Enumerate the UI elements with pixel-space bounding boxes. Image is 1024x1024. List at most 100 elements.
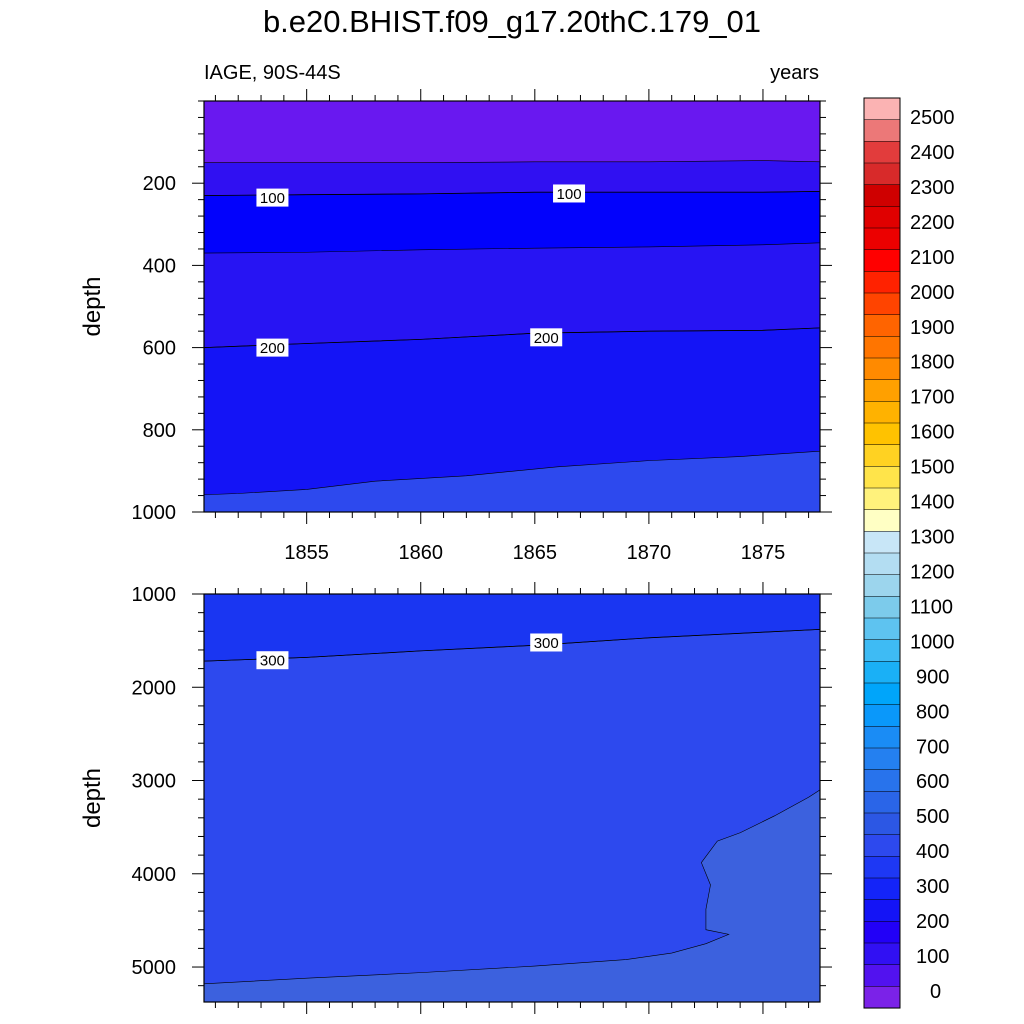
colorbar-label: 2100 <box>910 247 955 269</box>
contour-label: 300 <box>530 633 563 652</box>
panel-upper: 100 100 200 200 200 400 600 800 1000 1855 1860 1865… <box>79 89 832 564</box>
colorbar-swatch <box>863 769 901 792</box>
contour-label: 100 <box>553 184 586 203</box>
colorbar-label: 1900 <box>910 317 955 339</box>
fill-band <box>204 101 820 163</box>
colorbar-label: 2000 <box>910 282 955 304</box>
y-tick-label: 5000 <box>132 957 177 979</box>
y-tick-label: 3000 <box>132 771 177 793</box>
colorbar-swatch <box>863 726 901 749</box>
colorbar-swatch <box>863 574 901 597</box>
colorbar-swatch <box>863 812 901 836</box>
colorbar-swatch <box>863 509 901 532</box>
y-tick-label: 1000 <box>132 584 177 606</box>
colorbar-swatch <box>863 97 901 121</box>
colorbar-swatch <box>863 336 901 359</box>
colorbar-label: 1400 <box>910 492 955 514</box>
colorbar-label: 2300 <box>910 177 955 199</box>
colorbar-swatch <box>863 942 901 966</box>
x-tick-label: 1865 <box>513 542 558 564</box>
colorbar-label: 1200 <box>910 561 955 583</box>
colorbar-swatch <box>863 747 901 771</box>
x-tick-label: 1860 <box>398 542 443 564</box>
colorbar-label: 1500 <box>910 457 955 479</box>
colorbar-swatch <box>863 921 901 944</box>
colorbar-label: 200 <box>916 911 949 933</box>
colorbar-label: 2200 <box>910 212 955 234</box>
colorbar-swatch <box>863 162 901 186</box>
colorbar-swatch <box>863 704 901 727</box>
colorbar-label: 1000 <box>910 631 955 653</box>
variable-region-label: IAGE, 90S-44S <box>204 62 341 84</box>
panel-lower: 300 300 1000 2000 3000 4000 5000 depth <box>79 582 832 1014</box>
svg-text:200: 200 <box>534 330 559 347</box>
svg-text:200: 200 <box>260 340 285 357</box>
colorbar-swatch <box>863 292 901 316</box>
colorbar-swatch <box>863 964 901 987</box>
y-tick-label: 600 <box>143 338 176 360</box>
colorbar-swatch <box>863 184 901 207</box>
colorbar-swatch <box>863 834 901 857</box>
colorbar-swatch <box>863 422 901 446</box>
y-axis-label: depth <box>79 276 106 336</box>
colorbar-swatch <box>863 206 901 229</box>
svg-text:100: 100 <box>260 190 285 207</box>
colorbar-label: 300 <box>916 876 949 898</box>
colorbar-swatch <box>863 877 901 901</box>
colorbar-swatch <box>863 271 901 294</box>
colorbar-swatch <box>863 401 901 424</box>
colorbar-swatch <box>863 379 901 402</box>
colorbar-label: 0 <box>930 981 941 1003</box>
colorbar-label: 2400 <box>910 142 955 164</box>
contour-label: 300 <box>256 651 289 670</box>
colorbar-swatch <box>863 444 901 467</box>
colorbar-swatch <box>863 119 901 142</box>
colorbar-label: 1800 <box>910 352 955 374</box>
y-tick-label: 800 <box>143 420 176 442</box>
colorbar-swatch <box>863 357 901 381</box>
colorbar-swatch <box>863 899 901 922</box>
y-tick-label: 2000 <box>132 677 177 699</box>
colorbar-label: 600 <box>916 771 949 793</box>
colorbar-label: 900 <box>916 666 949 688</box>
colorbar-label: 400 <box>916 841 949 863</box>
colorbar-swatch <box>863 552 901 576</box>
y-tick-label: 400 <box>143 255 176 277</box>
y-axis-label: depth <box>79 768 106 828</box>
colorbar-swatch <box>863 661 901 684</box>
colorbar-label: 1300 <box>910 527 955 549</box>
contour-panels: 100 100 200 200 200 400 600 800 1000 1855 1860 1865… <box>79 89 832 1014</box>
contour-label: 200 <box>256 338 289 357</box>
colorbar-label: 1100 <box>910 596 953 618</box>
x-tick-label: 1855 <box>284 542 329 564</box>
colorbar-label: 1600 <box>910 422 955 444</box>
colorbar: 2500240023002200210020001900180017001600… <box>863 97 955 1009</box>
plot-area: 300 300 <box>204 594 820 1002</box>
colorbar-label: 100 <box>916 946 949 968</box>
colorbar-label: 700 <box>916 736 949 758</box>
colorbar-swatch <box>863 682 901 706</box>
colorbar-swatch <box>863 791 901 814</box>
colorbar-swatch <box>863 466 901 489</box>
plot-area: 100 100 200 200 <box>204 101 820 512</box>
y-tick-label: 4000 <box>132 864 177 886</box>
colorbar-swatch <box>863 531 901 554</box>
svg-text:300: 300 <box>260 653 285 670</box>
svg-text:300: 300 <box>534 635 559 652</box>
y-tick-label: 200 <box>143 173 176 195</box>
colorbar-swatch <box>863 986 901 1009</box>
colorbar-swatch <box>863 314 901 337</box>
colorbar-label: 800 <box>916 701 949 723</box>
chart-title: b.e20.BHIST.f09_g17.20thC.179_01 <box>262 4 762 39</box>
colorbar-swatch <box>863 249 901 272</box>
x-tick-label: 1875 <box>741 542 786 564</box>
colorbar-swatch <box>863 617 901 641</box>
colorbar-swatch <box>863 487 901 511</box>
units-label: years <box>770 62 819 84</box>
colorbar-swatch <box>863 596 901 619</box>
svg-text:100: 100 <box>557 186 582 203</box>
colorbar-label: 500 <box>916 806 949 828</box>
contour-line <box>204 191 820 196</box>
colorbar-label: 1700 <box>910 387 955 409</box>
